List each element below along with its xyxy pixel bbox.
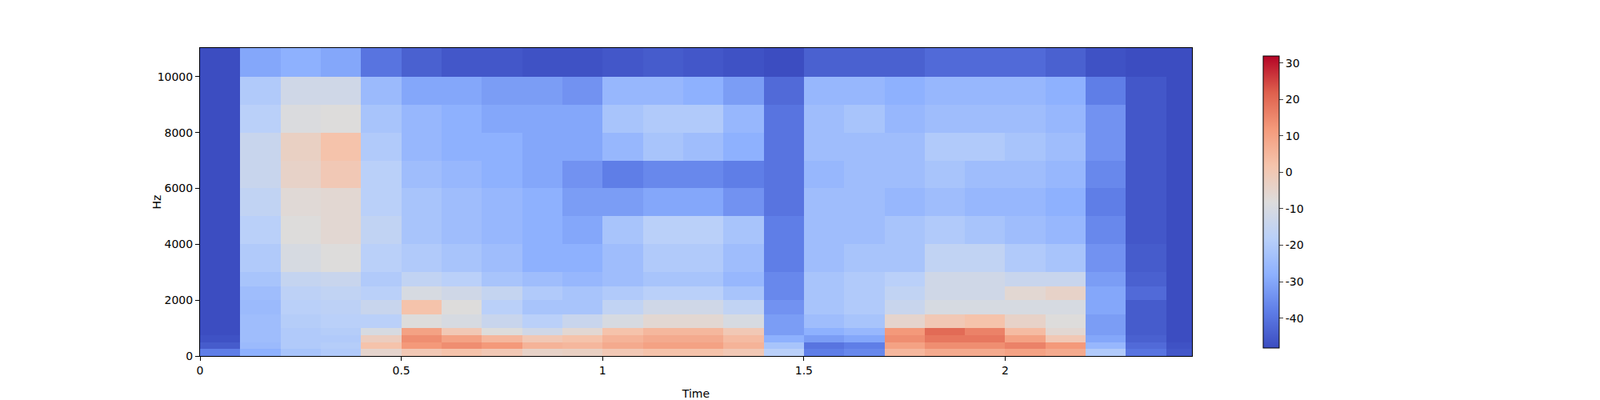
svg-text:6000: 6000 (164, 181, 194, 195)
svg-text:20: 20 (1285, 92, 1300, 106)
svg-text:0: 0 (1285, 165, 1293, 179)
svg-text:1: 1 (599, 364, 607, 377)
svg-text:Hz: Hz (150, 195, 164, 210)
svg-text:0: 0 (196, 364, 204, 377)
svg-text:2000: 2000 (164, 293, 194, 307)
svg-text:Time: Time (681, 387, 710, 400)
svg-text:0.5: 0.5 (392, 364, 410, 377)
svg-text:-10: -10 (1285, 202, 1304, 216)
svg-text:1.5: 1.5 (795, 364, 813, 377)
svg-text:-30: -30 (1285, 275, 1304, 288)
svg-text:30: 30 (1285, 56, 1300, 70)
svg-text:0: 0 (185, 349, 193, 363)
svg-text:-20: -20 (1285, 238, 1304, 252)
svg-text:8000: 8000 (164, 126, 194, 140)
svg-text:4000: 4000 (164, 237, 194, 251)
svg-text:-40: -40 (1285, 312, 1304, 325)
svg-text:10000: 10000 (157, 70, 194, 84)
svg-text:2: 2 (1001, 364, 1009, 377)
svg-text:10: 10 (1285, 129, 1300, 143)
